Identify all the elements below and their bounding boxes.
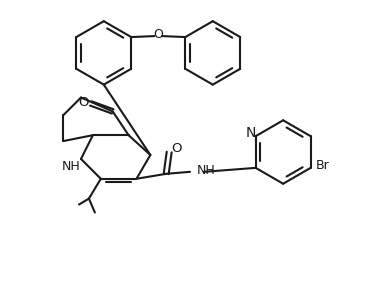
Text: NH: NH	[197, 164, 216, 177]
Text: O: O	[171, 142, 181, 154]
Text: Br: Br	[316, 159, 329, 173]
Text: NH: NH	[62, 160, 81, 173]
Text: O: O	[153, 28, 163, 41]
Text: N: N	[246, 126, 256, 140]
Text: O: O	[79, 96, 89, 109]
